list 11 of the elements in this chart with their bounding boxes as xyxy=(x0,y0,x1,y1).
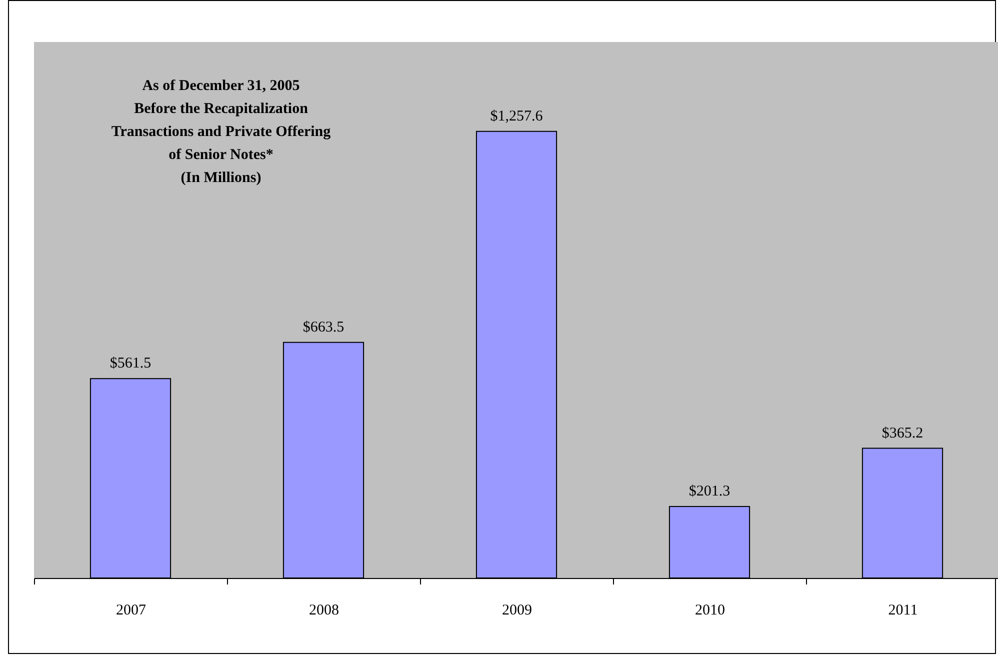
x-tick-label: 2007 xyxy=(116,602,146,618)
data-label: $1,257.6 xyxy=(490,108,544,124)
x-tick-label: 2010 xyxy=(695,602,725,618)
chart-title: As of December 31, 2005 Before the Recapitalization Transactions and Private Offering of Senior Notes* (In Millions) xyxy=(111,78,332,186)
data-label: $365.2 xyxy=(882,425,924,442)
data-label: $201.3 xyxy=(688,484,730,500)
x-tick-label: 2008 xyxy=(309,602,339,618)
x-tick-label: 2009 xyxy=(502,602,532,618)
data-label: $663.5 xyxy=(302,319,344,336)
data-label: $561.5 xyxy=(110,356,152,372)
x-tick-label: 2011 xyxy=(888,602,918,618)
